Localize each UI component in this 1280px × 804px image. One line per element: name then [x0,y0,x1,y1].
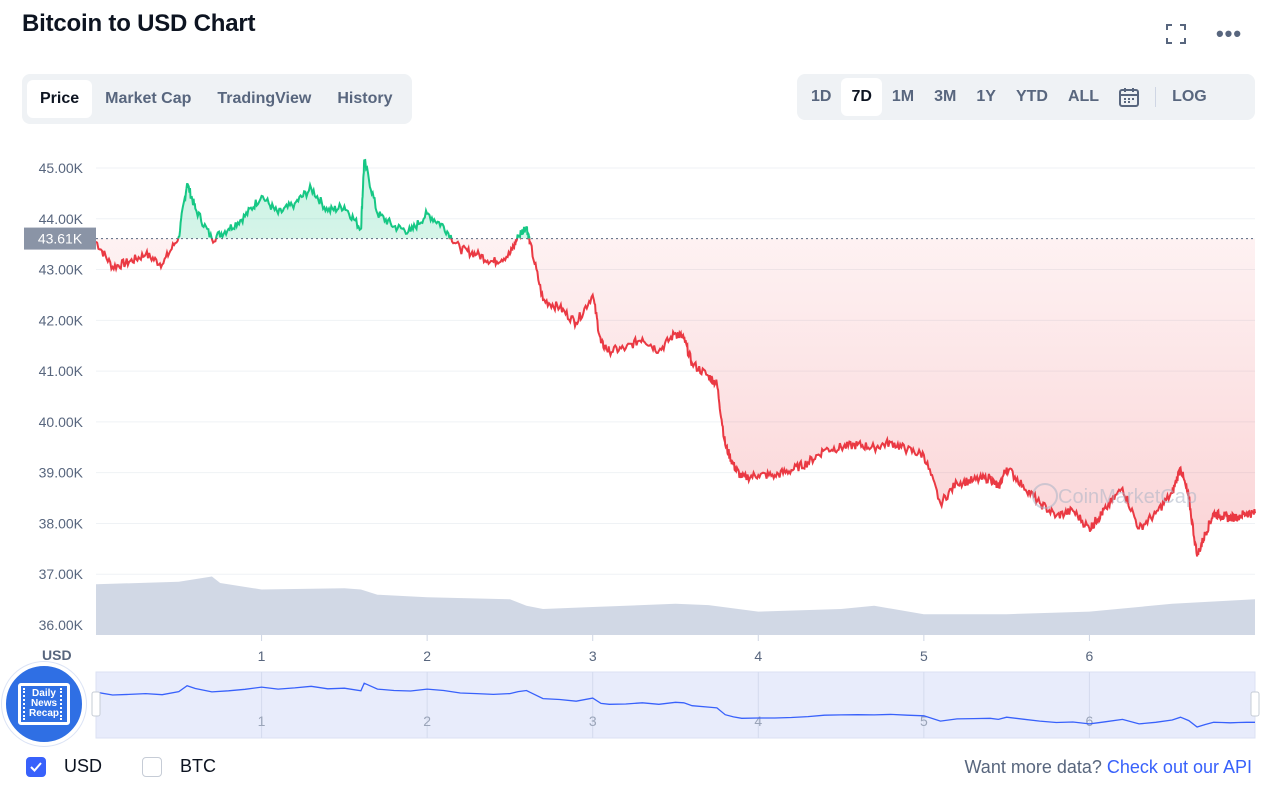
range-1m[interactable]: 1M [891,88,915,105]
reference-price: 43.61K [24,227,1255,250]
page-title: Bitcoin to USD Chart [22,10,256,37]
watermark: CoinMarketCap [1032,483,1197,509]
range-ytd[interactable]: YTD [1015,88,1048,105]
navigator-label: 6 [1086,713,1094,729]
time-range-selector: 1D 7D 1M 3M 1Y YTD ALL LOG [797,74,1255,120]
y-tick-label: 41.00K [39,363,84,379]
x-tick-label: 3 [589,648,597,664]
y-tick-label: 36.00K [39,617,84,633]
y-tick-label: 37.00K [39,566,84,582]
x-tick-label: 4 [754,648,762,664]
api-link[interactable]: Check out our API [1106,757,1252,777]
y-tick-label: 45.00K [39,160,84,176]
x-tick-label: 5 [920,648,928,664]
calendar-icon[interactable] [1109,78,1149,116]
range-1d[interactable]: 1D [811,88,832,105]
range-3m[interactable]: 3M [934,88,957,105]
btc-label: BTC [180,756,216,776]
x-tick-label: 6 [1086,648,1094,664]
reference-label: 43.61K [38,231,83,247]
tab-price[interactable]: Price [27,80,93,118]
navigator-handle-left [91,691,101,717]
reference-label-box [24,227,96,250]
y-tick-label: 39.00K [39,465,84,481]
price-fill-down [96,238,1255,557]
y-tick-label: 38.00K [39,515,84,531]
currency-usd-option[interactable]: USD [26,756,102,777]
x-tick-label: 2 [423,648,431,664]
x-axis: 1 2 3 4 5 6 [258,635,1094,664]
currency-btc-option[interactable]: BTC [142,756,216,777]
range-all[interactable]: ALL [1067,88,1100,105]
log-scale-toggle[interactable]: LOG [1172,88,1207,105]
coinmarketcap-watermark: CoinMarketCap [1058,486,1197,508]
x-tick-label: 1 [258,648,266,664]
navigator-background [95,671,1256,739]
navigator-label: 5 [920,713,928,729]
price-line-down [95,238,1256,557]
tab-market-cap[interactable]: Market Cap [105,90,192,107]
y-tick-label: 43.00K [39,262,84,278]
navigator-label: 3 [589,713,597,729]
y-tick-label: 40.00K [39,414,84,430]
more-options-icon[interactable]: ••• [1215,21,1243,46]
range-1y[interactable]: 1Y [976,88,996,105]
y-axis: 45.00K 44.00K 43.00K 42.00K 41.00K 40.00K 39.0… [39,160,84,633]
range-navigator[interactable]: 1 2 3 4 5 6 [91,671,1260,739]
btc-checkbox[interactable] [142,756,162,777]
divider [1155,87,1157,107]
navigator-label: 1 [258,713,266,729]
navigator-label: 4 [754,713,762,729]
tab-tradingview[interactable]: TradingView [217,90,312,107]
daily-news-recap-logo: Daily News Recap [2,662,86,746]
price-line [95,158,1256,557]
expand-icon[interactable] [1164,22,1188,46]
volume-area-shape [96,576,1255,635]
y-tick-label: 44.00K [39,211,84,227]
watermark-icon [1032,483,1058,509]
price-chart[interactable]: 45.00K 44.00K 43.00K 42.00K 41.00K 40.00K 39.0… [0,130,1280,746]
range-7d[interactable]: 7D [841,78,882,116]
navigator-line [95,682,1255,728]
navigator-label: 2 [423,713,431,729]
usd-label: USD [64,756,103,776]
price-line-up [177,158,531,239]
volume-area [96,576,1255,635]
price-fill [96,160,1255,557]
navigator-handle-right [1250,691,1260,717]
tab-history[interactable]: History [337,90,393,107]
api-promo: Want more data? Check out our API [964,757,1252,777]
chart-type-tabs: Price Market Cap TradingView History [22,74,412,124]
y-tick-label: 42.00K [39,312,84,328]
usd-checkbox[interactable] [26,756,46,777]
currency-axis-label: USD [42,647,72,663]
